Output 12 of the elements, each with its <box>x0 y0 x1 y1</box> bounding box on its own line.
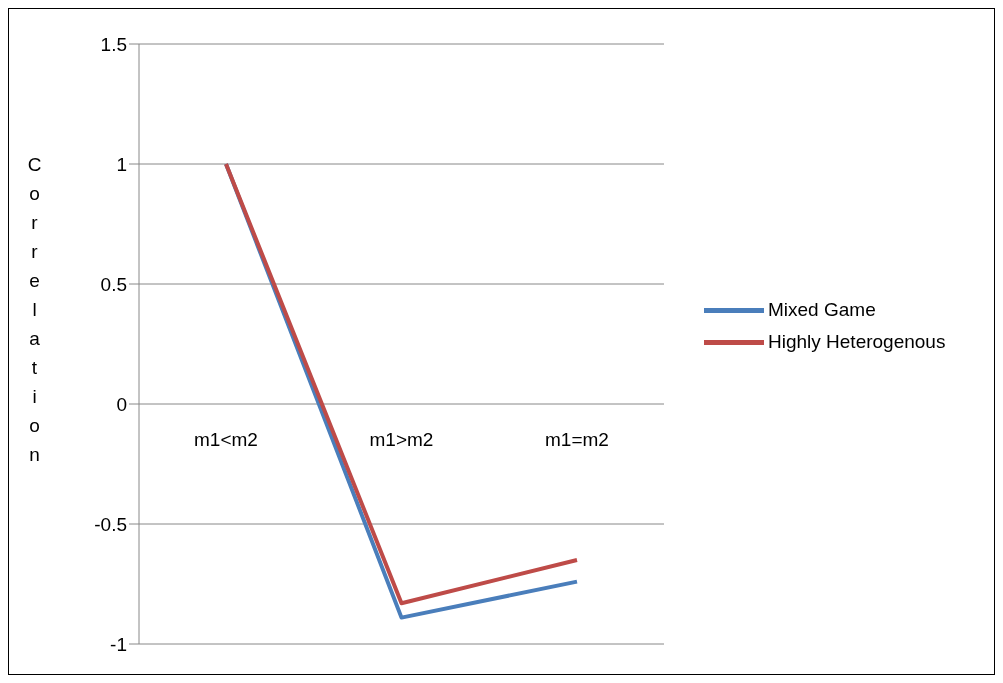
x-tick-label: m1<m2 <box>194 429 258 450</box>
y-tick-label: 0 <box>116 393 127 415</box>
y-tick-label: 0.5 <box>100 273 127 295</box>
y-tick-label: 1 <box>116 153 127 175</box>
y-tick-label: -1 <box>110 633 127 655</box>
legend-label: Highly Heterogenous <box>768 331 946 353</box>
x-tick-label: m1>m2 <box>369 429 434 450</box>
x-tick-label: m1=m2 <box>545 429 609 450</box>
y-tick-label: 1.5 <box>100 33 127 55</box>
y-tick-label: -0.5 <box>94 513 127 535</box>
legend-label: Mixed Game <box>768 299 876 321</box>
y-axis-title: Correlation <box>23 154 45 473</box>
